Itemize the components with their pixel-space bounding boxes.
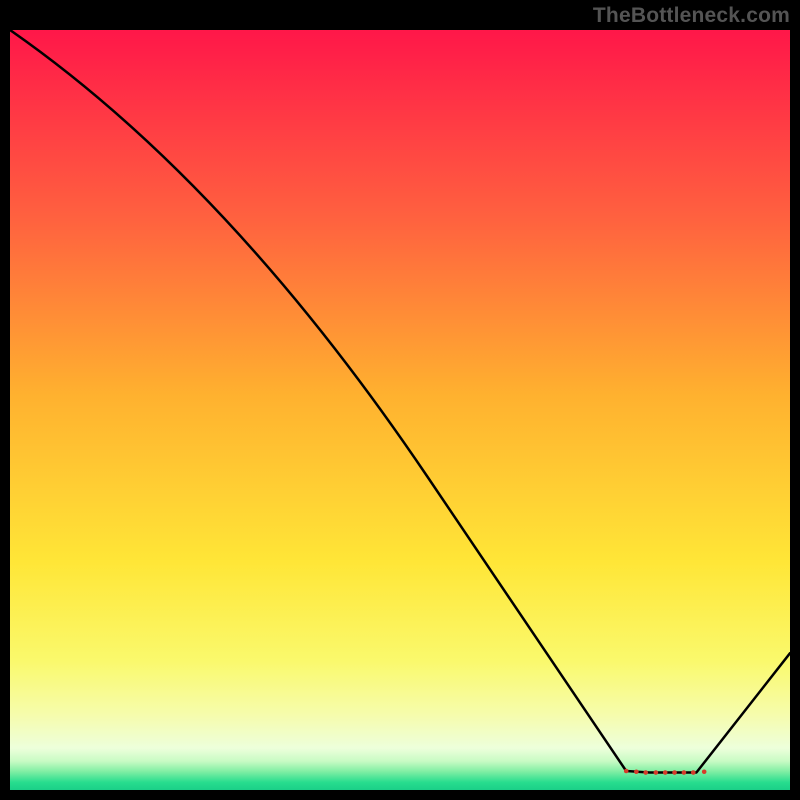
- chart-line: [10, 30, 790, 773]
- valley-marker-dot: [624, 769, 629, 774]
- valley-marker-dot: [682, 770, 687, 775]
- chart-curve-svg: [10, 30, 790, 790]
- valley-marker-dot: [634, 769, 639, 774]
- valley-marker-dot: [672, 770, 677, 775]
- valley-marker-dot: [702, 769, 707, 774]
- valley-marker-dot: [643, 770, 648, 775]
- watermark-text: TheBottleneck.com: [593, 4, 790, 28]
- valley-markers: [624, 769, 707, 775]
- valley-marker-dot: [691, 770, 696, 775]
- valley-marker-dot: [663, 770, 668, 775]
- valley-marker-dot: [654, 770, 659, 775]
- plot-area: [10, 30, 790, 790]
